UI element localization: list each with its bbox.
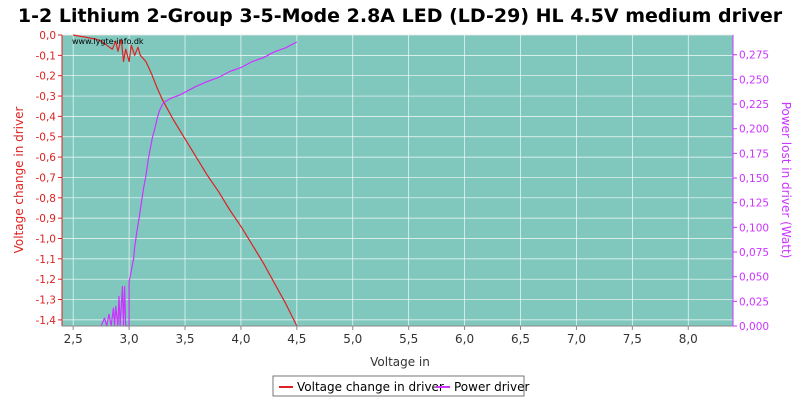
x-axis-label: Voltage in: [370, 355, 430, 369]
x-tick-label-8: 6,5: [511, 332, 530, 346]
x-tick-label-10: 7,5: [623, 332, 642, 346]
grid: [62, 34, 733, 326]
axes: [61, 35, 734, 327]
chart-title: 1-2 Lithium 2-Group 3-5-Mode 2.8A LED (L…: [18, 5, 783, 27]
y-left-tick-label-11: -1,1: [36, 254, 57, 266]
y-right-tick-label-6: 0,125: [739, 198, 769, 210]
y-left-tick-label-4: -0,4: [36, 111, 57, 123]
plot-area: [61, 34, 734, 327]
y-right-tick-label-8: 0,075: [739, 247, 769, 259]
x-tick-label-3: 4,0: [231, 332, 250, 346]
y-left-axis-label: Voltage change in driver: [12, 107, 26, 254]
y-left-tick-label-14: -1,4: [36, 315, 57, 327]
y-right-tick-label-5: 0,150: [739, 173, 769, 185]
y-left-tick-label-1: -0,1: [36, 50, 57, 62]
y-left-tick-label-12: -1,2: [36, 274, 57, 286]
legend-label-power: Power driver: [454, 380, 529, 394]
y-right-tick-label-11: 0,000: [739, 321, 769, 333]
legend-label-voltage: Voltage change in driver: [297, 380, 444, 394]
x-tick-label-5: 5,0: [343, 332, 362, 346]
x-tick-label-7: 6,0: [455, 332, 474, 346]
y-right-tick-label-3: 0,200: [739, 124, 769, 136]
series-lines: [73, 34, 298, 327]
watermark: www.lygte-info.dk: [72, 37, 144, 46]
x-tick-label-0: 2,5: [64, 332, 83, 346]
tick-labels: 2,5 3,0 3,5 4,0 4,5 5,0 5,5 6,0 6,5 7,0 7,5 8,0 0,0 -…: [36, 30, 770, 346]
x-tick-label-11: 8,0: [679, 332, 698, 346]
y-right-tick-label-2: 0,225: [739, 99, 769, 111]
y-left-tick-label-2: -0,2: [36, 71, 57, 83]
legend-box: [272, 375, 525, 397]
y-left-tick-label-6: -0,6: [36, 152, 57, 164]
series-line-1: [100, 41, 298, 327]
y-left-tick-label-5: -0,5: [36, 132, 57, 144]
x-tick-label-6: 5,5: [399, 332, 418, 346]
x-tick-label-2: 3,5: [175, 332, 194, 346]
y-right-axis-label: Power lost in driver (Watt): [779, 102, 793, 259]
y-right-tick-label-1: 0,250: [739, 74, 769, 86]
y-left-tick-label-9: -0,9: [36, 213, 57, 225]
y-left-tick-label-7: -0,7: [36, 172, 57, 184]
series-line-0: [73, 34, 298, 327]
x-tick-label-9: 7,0: [567, 332, 586, 346]
legend: Voltage change in driver Power driver: [272, 375, 529, 397]
y-right-tick-label-9: 0,050: [739, 272, 769, 284]
y-right-tick-label-0: 0,275: [739, 50, 769, 62]
x-tick-label-1: 3,0: [120, 332, 139, 346]
y-left-tick-label-13: -1,3: [36, 295, 57, 307]
y-right-tick-label-4: 0,175: [739, 148, 769, 160]
y-left-tick-label-0: 0,0: [39, 30, 56, 42]
y-left-tick-label-3: -0,3: [36, 91, 57, 103]
y-left-tick-label-8: -0,8: [36, 193, 57, 205]
y-right-tick-label-10: 0,025: [739, 296, 769, 308]
y-left-tick-label-10: -1,0: [36, 233, 57, 245]
x-tick-label-4: 4,5: [287, 332, 306, 346]
y-right-tick-label-7: 0,100: [739, 222, 769, 234]
